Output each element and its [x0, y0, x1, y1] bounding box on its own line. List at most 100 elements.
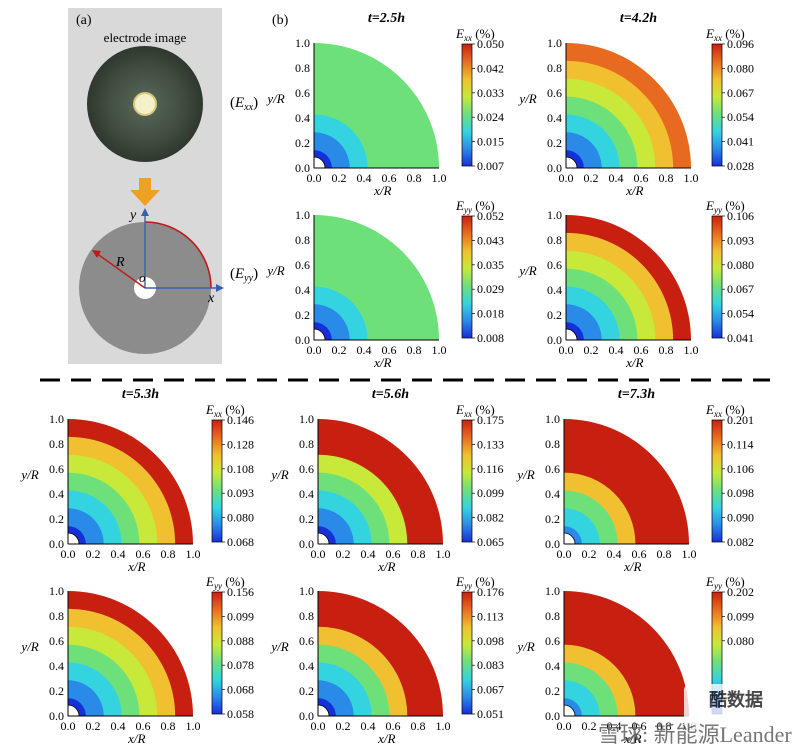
- x-axis-title: x/R: [373, 183, 391, 198]
- row-label-eyy: (Eyy): [230, 266, 258, 284]
- y-tick-label: 0.0: [545, 537, 560, 551]
- x-tick-label: 0.8: [161, 719, 176, 733]
- colorbar-tick-label: 0.024: [477, 110, 504, 124]
- x-tick-label: 0.6: [382, 343, 397, 357]
- colorbar-tick-label: 0.202: [727, 585, 754, 599]
- colorbar-tick-label: 0.128: [227, 437, 254, 451]
- y-tick-label: 1.0: [299, 584, 314, 598]
- x-axis-title: x/R: [377, 731, 395, 746]
- x-tick-label: 0.8: [161, 547, 176, 561]
- colorbar: [211, 591, 223, 715]
- colorbar-tick-label: 0.035: [477, 258, 504, 272]
- x-tick-label: 0.6: [136, 547, 151, 561]
- colorbar-tick-label: 0.058: [227, 707, 254, 721]
- x-tick-label: 0.4: [361, 547, 376, 561]
- colorbar-tick-label: 0.050: [477, 37, 504, 51]
- watermark-logo-text: 酷数据: [709, 689, 763, 710]
- x-tick-label: 0.2: [584, 343, 599, 357]
- x-tick-label: 0.0: [311, 547, 326, 561]
- colorbar-tick-label: 0.007: [477, 159, 504, 173]
- y-tick-label: 0.8: [545, 437, 560, 451]
- radius-line: [95, 252, 146, 289]
- y-tick-label: 0.6: [547, 258, 562, 272]
- axis-y-label: y: [128, 208, 137, 223]
- colorbar-tick-label: 0.080: [727, 61, 754, 75]
- colorbar-tick-label: 0.067: [727, 86, 754, 100]
- y-tick-label: 1.0: [49, 584, 64, 598]
- y-tick-label: 0.4: [299, 487, 314, 501]
- x-tick-label: 0.2: [86, 547, 101, 561]
- colorbar-tick-label: 0.008: [477, 331, 504, 345]
- y-axis-title: y/R: [517, 91, 536, 106]
- contour-plot-exx-5.3: 0.00.0 0.2 0.2 0.4 0.4 0.6 0.6 0.8 0.8 1.0 1.0 x/R y…: [19, 387, 254, 574]
- y-tick-label: 1.0: [545, 412, 560, 426]
- y-axis-title: y/R: [265, 263, 284, 278]
- y-tick-label: 0.6: [295, 258, 310, 272]
- colorbar-tick-label: 0.051: [477, 707, 504, 721]
- x-axis-title: x/R: [625, 355, 643, 370]
- y-tick-label: 0.2: [295, 308, 310, 322]
- x-axis-title: x/R: [623, 731, 641, 746]
- colorbar: [461, 419, 473, 543]
- colorbar-tick-label: 0.108: [227, 462, 254, 476]
- x-tick-label: 0.4: [609, 343, 624, 357]
- y-tick-label: 0.8: [547, 61, 562, 75]
- y-tick-label: 0.2: [49, 512, 64, 526]
- x-tick-label: 0.0: [559, 171, 574, 185]
- colorbar-tick-label: 0.146: [227, 413, 254, 427]
- y-tick-label: 0.4: [49, 659, 64, 673]
- y-tick-label: 1.0: [295, 208, 310, 222]
- colorbar-tick-label: 0.093: [727, 233, 754, 247]
- y-tick-label: 0.4: [299, 659, 314, 673]
- panel-a: (a) electrode image y x R o: [68, 8, 224, 364]
- y-tick-label: 0.8: [545, 609, 560, 623]
- colorbar-tick-label: 0.015: [477, 135, 504, 149]
- y-tick-label: 1.0: [299, 412, 314, 426]
- colorbar-tick-label: 0.054: [727, 110, 754, 124]
- y-axis-title: y/R: [515, 639, 534, 654]
- x-tick-label: 1.0: [684, 171, 699, 185]
- contour-plot-exx-5.6: 0.00.0 0.2 0.2 0.4 0.4 0.6 0.6 0.8 0.8 1.0 1.0 x/R y…: [269, 387, 504, 574]
- x-tick-label: 0.0: [557, 547, 572, 561]
- colorbar-title: Exx (%): [205, 402, 245, 419]
- y-tick-label: 0.2: [545, 684, 560, 698]
- colorbar: [211, 419, 223, 543]
- colorbar-tick-label: 0.201: [727, 413, 754, 427]
- colorbar-tick-label: 0.099: [227, 609, 254, 623]
- y-tick-label: 1.0: [295, 36, 310, 50]
- y-tick-label: 0.2: [295, 136, 310, 150]
- x-tick-label: 0.0: [311, 719, 326, 733]
- y-tick-label: 0.6: [299, 634, 314, 648]
- x-axis-title: x/R: [377, 559, 395, 574]
- time-title: t=7.3h: [618, 387, 655, 402]
- y-tick-label: 1.0: [547, 36, 562, 50]
- y-tick-label: 1.0: [49, 412, 64, 426]
- colorbar-tick-label: 0.090: [727, 511, 754, 525]
- y-axis-title: y/R: [517, 263, 536, 278]
- y-tick-label: 0.0: [299, 709, 314, 723]
- x-tick-label: 0.4: [111, 719, 126, 733]
- x-tick-label: 0.2: [582, 719, 597, 733]
- svg-text:(Exx): (Exx): [230, 95, 258, 113]
- y-tick-label: 0.8: [49, 437, 64, 451]
- y-tick-label: 0.4: [547, 283, 562, 297]
- contour-plot-b-exx-4.2: 0.00.0 0.2 0.2 0.4 0.4 0.6 0.6 0.8 0.8 1.0 1.0 x/R y…: [517, 11, 754, 198]
- x-tick-label: 0.6: [632, 719, 647, 733]
- y-tick-label: 0.2: [299, 512, 314, 526]
- colorbar-tick-label: 0.054: [727, 307, 754, 321]
- colorbar-tick-label: 0.106: [727, 209, 754, 223]
- x-tick-label: 0.4: [111, 547, 126, 561]
- colorbar-tick-label: 0.114: [727, 437, 754, 451]
- y-tick-label: 0.4: [295, 111, 310, 125]
- y-tick-label: 0.4: [295, 283, 310, 297]
- x-tick-label: 0.2: [336, 547, 351, 561]
- x-tick-label: 1.0: [436, 719, 451, 733]
- x-tick-label: 0.6: [382, 171, 397, 185]
- y-tick-label: 0.2: [49, 684, 64, 698]
- colorbar-tick-label: 0.113: [477, 609, 504, 623]
- x-axis-title: x/R: [373, 355, 391, 370]
- y-tick-label: 1.0: [545, 584, 560, 598]
- x-axis-title: x/R: [625, 183, 643, 198]
- y-tick-label: 0.0: [295, 161, 310, 175]
- y-tick-label: 0.6: [299, 462, 314, 476]
